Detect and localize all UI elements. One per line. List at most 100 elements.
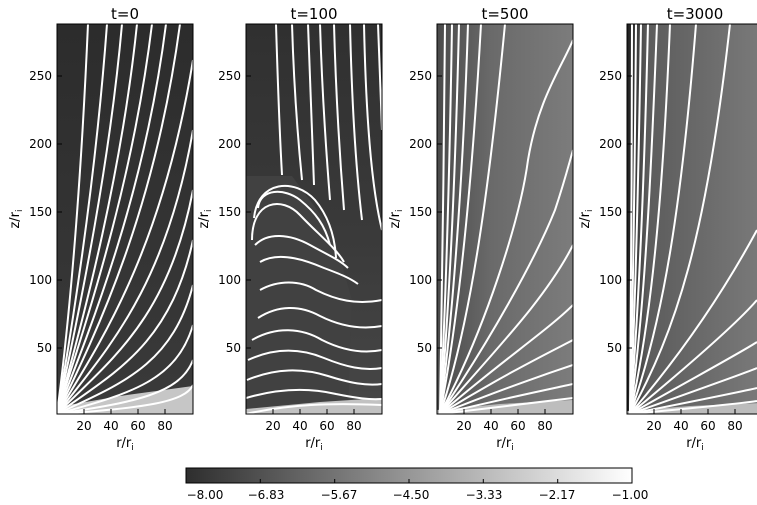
y-axis-label: z/ri — [388, 209, 405, 228]
axis-ticks — [437, 75, 546, 414]
panel-frame — [56, 23, 194, 415]
x-tick-label: 20 — [265, 419, 280, 433]
x-tick-label: 80 — [157, 419, 172, 433]
y-tick-labels: 250 200 150 100 50 — [29, 69, 52, 355]
colorbar: −8.00 −6.83 −5.67 −4.50 −3.33 −2.17 −1.0… — [185, 467, 649, 502]
colorbar-tick-label: −8.00 — [187, 488, 224, 502]
panel-t500: t=500 250 200 150 100 50 20 40 60 80 r/r… — [388, 5, 574, 453]
y-axis-label-main: z/r — [197, 211, 212, 228]
x-axis-label-main: r/r — [686, 436, 702, 451]
disk-region — [246, 398, 382, 414]
x-tick-labels: 20 40 60 80 — [646, 419, 742, 433]
x-tick-label: 60 — [319, 419, 334, 433]
y-tick-label: 250 — [218, 69, 241, 83]
axis-ticks — [246, 75, 355, 414]
x-axis-label: r/ri — [496, 436, 514, 453]
y-tick-label: 200 — [218, 137, 241, 151]
y-axis-label-subscript: i — [585, 209, 595, 212]
y-tick-label: 50 — [37, 341, 52, 355]
y-tick-label: 250 — [409, 69, 432, 83]
y-tick-label: 50 — [607, 341, 622, 355]
field-lines — [246, 24, 382, 414]
y-tick-label: 150 — [599, 205, 622, 219]
y-axis-label-main: z/r — [388, 211, 403, 228]
y-tick-label: 150 — [218, 205, 241, 219]
x-axis-label: r/ri — [116, 436, 134, 453]
x-axis-label-subscript: i — [701, 443, 704, 453]
x-tick-labels: 20 40 60 80 — [456, 419, 552, 433]
colorbar-tick-label: −1.00 — [612, 488, 649, 502]
y-axis-label-main: z/r — [8, 211, 23, 228]
field-lines — [57, 24, 193, 414]
x-tick-label: 20 — [646, 419, 661, 433]
x-tick-label: 20 — [456, 419, 471, 433]
x-tick-labels: 20 40 60 80 — [265, 419, 361, 433]
y-axis-label-subscript: i — [204, 209, 214, 212]
y-axis-label-main: z/r — [578, 211, 593, 228]
colorbar-tick-label: −5.67 — [321, 488, 358, 502]
y-axis-label: z/ri — [578, 209, 595, 228]
y-tick-label: 200 — [29, 137, 52, 151]
x-axis-label-subscript: i — [511, 443, 514, 453]
colorbar-tick-label: −4.50 — [393, 488, 430, 502]
panel-t3000: t=3000 250 200 150 100 50 20 40 60 80 r/… — [578, 5, 757, 453]
x-axis-label-subscript: i — [131, 443, 134, 453]
y-axis-label: z/ri — [197, 209, 214, 228]
y-tick-label: 50 — [226, 341, 241, 355]
x-axis-label-main: r/r — [116, 436, 132, 451]
y-axis-label: z/ri — [8, 209, 25, 228]
x-tick-label: 60 — [510, 419, 525, 433]
x-tick-label: 60 — [130, 419, 145, 433]
y-axis-label-subscript: i — [15, 209, 25, 212]
x-axis-label: r/ri — [305, 436, 323, 453]
colorbar-ticks — [185, 479, 633, 483]
panel-frame — [626, 23, 757, 415]
x-tick-label: 40 — [673, 419, 688, 433]
x-tick-label: 20 — [76, 419, 91, 433]
disk-region — [57, 386, 193, 414]
panel-t100: t=100 250 200 150 100 50 20 40 60 80 r/r… — [197, 5, 383, 453]
y-tick-label: 150 — [29, 205, 52, 219]
x-axis-label: r/ri — [686, 436, 704, 453]
x-tick-labels: 20 40 60 80 — [76, 419, 172, 433]
field-lines — [629, 24, 757, 414]
y-tick-label: 250 — [29, 69, 52, 83]
y-tick-labels: 250 200 150 100 50 — [409, 69, 432, 355]
y-tick-label: 100 — [409, 273, 432, 287]
x-axis-label-subscript: i — [320, 443, 323, 453]
colorbar-tick-label: −6.83 — [248, 488, 285, 502]
y-tick-labels: 250 200 150 100 50 — [218, 69, 241, 355]
colorbar-tick-label: −3.33 — [466, 488, 503, 502]
y-tick-label: 50 — [417, 341, 432, 355]
field-lines — [439, 24, 573, 414]
colorbar-tick-labels: −8.00 −6.83 −5.67 −4.50 −3.33 −2.17 −1.0… — [187, 488, 649, 502]
y-tick-label: 100 — [599, 273, 622, 287]
panel-title: t=100 — [290, 5, 337, 23]
x-axis-label-main: r/r — [305, 436, 321, 451]
x-tick-label: 80 — [537, 419, 552, 433]
y-tick-label: 250 — [599, 69, 622, 83]
y-axis-label-subscript: i — [395, 209, 405, 212]
panel-frame — [245, 23, 383, 415]
y-tick-label: 150 — [409, 205, 432, 219]
x-tick-label: 60 — [700, 419, 715, 433]
panel-title: t=500 — [481, 5, 528, 23]
x-tick-label: 80 — [727, 419, 742, 433]
y-tick-label: 200 — [599, 137, 622, 151]
colorbar-tick-label: −2.17 — [539, 488, 576, 502]
panel-title: t=0 — [111, 5, 139, 23]
y-tick-label: 100 — [218, 273, 241, 287]
y-tick-labels: 250 200 150 100 50 — [599, 69, 622, 355]
panel-t0: t=0 250 200 150 100 50 20 40 60 80 r/ri … — [8, 5, 194, 453]
panel-frame — [436, 23, 574, 415]
y-tick-label: 200 — [409, 137, 432, 151]
x-tick-label: 40 — [103, 419, 118, 433]
x-tick-label: 80 — [346, 419, 361, 433]
y-tick-label: 100 — [29, 273, 52, 287]
panel-title: t=3000 — [667, 5, 724, 23]
axis-ticks — [57, 75, 166, 414]
x-tick-label: 40 — [292, 419, 307, 433]
x-axis-label-main: r/r — [496, 436, 512, 451]
x-tick-label: 40 — [483, 419, 498, 433]
